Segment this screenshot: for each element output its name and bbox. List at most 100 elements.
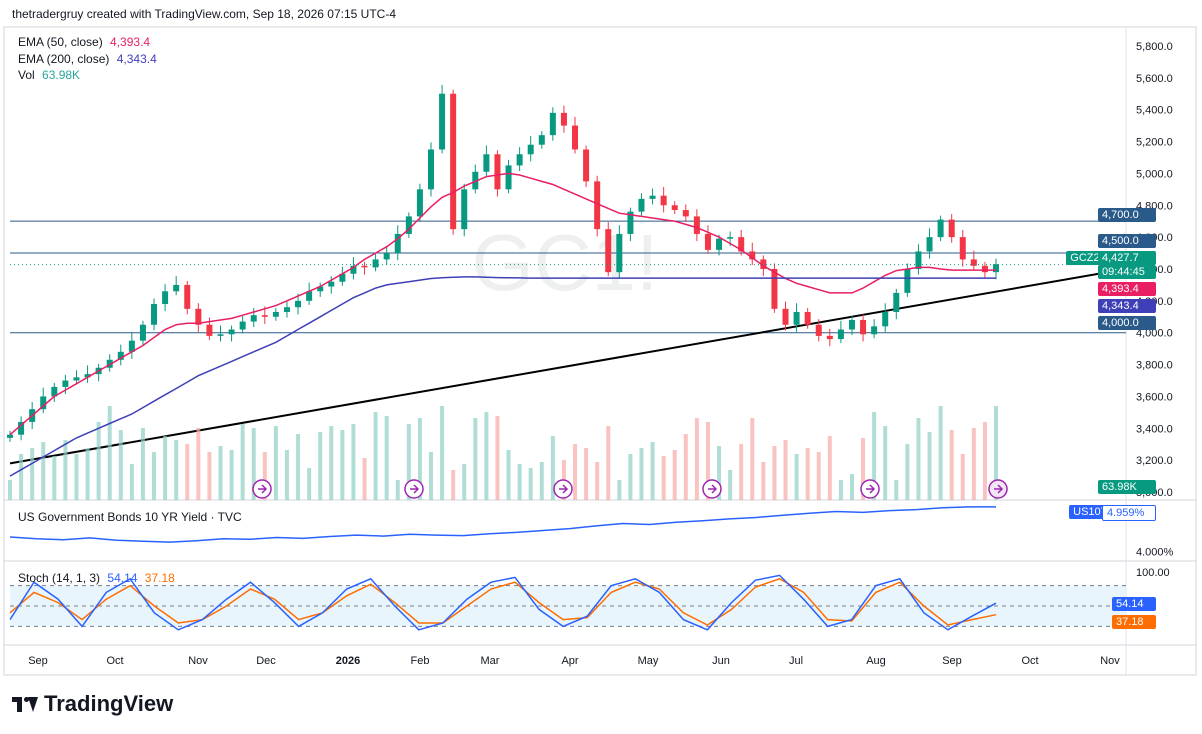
tradingview-logo-icon	[12, 695, 38, 713]
level-tag-4500: 4,500.0	[1098, 234, 1156, 248]
candle-body	[40, 396, 47, 410]
candle-body	[505, 165, 512, 190]
volume-bar	[573, 444, 578, 500]
candle-body	[139, 324, 146, 341]
candle-body	[760, 259, 767, 269]
candle-body	[394, 233, 401, 254]
tradingview-logo[interactable]: TradingView	[12, 691, 173, 717]
candle-body	[893, 292, 900, 312]
candle-body	[882, 312, 889, 327]
price-tick-label: 3,200.0	[1136, 455, 1173, 467]
volume-bar	[517, 464, 522, 500]
volume-bar	[717, 446, 722, 500]
volume-bar	[74, 454, 79, 500]
volume-bar	[284, 450, 289, 500]
legend-ema200-label: EMA (200, close)	[18, 52, 110, 66]
candle-body	[283, 307, 290, 312]
ema200-tag: 4,343.4	[1098, 299, 1156, 313]
volume-bar	[63, 440, 68, 500]
candle-body	[970, 259, 977, 266]
volume-bar	[805, 448, 810, 500]
volume-bar	[19, 454, 24, 500]
chart-attribution: thetradergruy created with TradingView.c…	[12, 7, 396, 21]
price-tick-label: 3,400.0	[1136, 423, 1173, 435]
volume-bar	[484, 412, 489, 500]
candle-body	[716, 238, 723, 250]
price-tick-label: 4,000.0	[1136, 328, 1173, 340]
volume-bar	[772, 446, 777, 500]
candle-body	[239, 321, 246, 330]
volume-bar	[705, 422, 710, 500]
time-axis-label: Aug	[866, 655, 886, 667]
volume-bar	[683, 434, 688, 500]
volume-bar	[694, 418, 699, 500]
volume-bar	[140, 428, 145, 500]
volume-bar	[118, 430, 123, 500]
volume-bar	[240, 424, 245, 500]
legend-vol-value: 63.98K	[42, 68, 81, 82]
candle-body	[516, 154, 523, 166]
volume-bar	[163, 436, 168, 500]
volume-bar	[351, 424, 356, 500]
volume-bar	[827, 436, 832, 500]
candle-body	[272, 312, 279, 317]
candle-body	[184, 284, 191, 309]
ema50-tag: 4,393.4	[1098, 282, 1156, 296]
event-arrow-icon	[866, 484, 876, 494]
time-axis-label: Mar	[481, 655, 500, 667]
candle-body	[372, 259, 379, 268]
volume-bar	[174, 440, 179, 500]
trendline	[9, 267, 1127, 465]
candle-body	[782, 308, 789, 325]
candle-body	[494, 154, 501, 190]
volume-bar	[406, 424, 411, 500]
volume-bar	[949, 430, 954, 500]
volume-bar	[861, 438, 866, 500]
volume-bar	[362, 458, 367, 500]
candle-body	[904, 268, 911, 293]
candle-body	[616, 233, 623, 273]
time-axis-label: Jun	[712, 655, 730, 667]
volume-bar	[606, 426, 611, 500]
candle-body	[704, 233, 711, 250]
price-tick-label: 5,200.0	[1136, 137, 1173, 149]
candle-body	[815, 324, 822, 336]
candle-body	[572, 125, 579, 150]
legend-ema50-value: 4,393.4	[110, 35, 151, 49]
volume-bar	[129, 464, 134, 500]
candle-body	[361, 265, 368, 268]
volume-bar	[639, 448, 644, 500]
time-axis-label: Sep	[942, 655, 962, 667]
candle-body	[671, 205, 678, 211]
countdown-tag: 09:44:45	[1098, 265, 1156, 279]
volume-bar	[8, 480, 12, 500]
legend-ema200: EMA (200, close) 4,343.4	[18, 51, 157, 67]
candle-body	[826, 335, 833, 340]
volume-bar	[994, 406, 998, 500]
volume-bar	[218, 446, 223, 500]
candle-body	[62, 380, 69, 387]
volume-bar	[196, 428, 201, 500]
stoch-d-legend: 37.18	[144, 571, 175, 585]
volume-bar	[927, 432, 932, 500]
candle-body	[527, 144, 534, 155]
volume-bar	[761, 462, 766, 500]
event-arrow-icon	[994, 484, 1004, 494]
volume-bar	[41, 442, 46, 500]
candle-body	[605, 229, 612, 273]
volume-bar	[661, 456, 666, 500]
stoch-tick-label: 100.00	[1136, 567, 1170, 579]
candle-body	[117, 351, 124, 360]
volume-bar	[318, 432, 323, 500]
candle-body	[860, 319, 867, 335]
legend-ema50: EMA (50, close) 4,393.4	[18, 34, 150, 50]
volume-bar	[417, 418, 422, 500]
volume-bar	[262, 452, 267, 500]
volume-bar	[672, 450, 677, 500]
chart-frame	[3, 26, 1197, 676]
volume-bar	[30, 448, 35, 500]
time-axis-label: Dec	[256, 655, 276, 667]
bond-value-tag: 4.959%	[1102, 505, 1156, 521]
stoch-k-legend: 54.14	[107, 571, 138, 585]
